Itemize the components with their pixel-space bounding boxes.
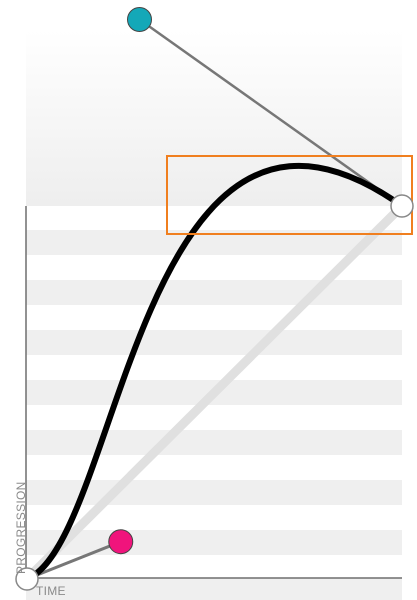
linear-reference-line xyxy=(22,201,407,584)
start-point-icon[interactable] xyxy=(15,567,39,591)
x-axis-label: TIME xyxy=(36,584,66,598)
timing-curve xyxy=(24,163,405,582)
y-axis-label: PROGRESSION xyxy=(14,481,28,574)
grid-stripe xyxy=(26,530,402,555)
end-point-icon[interactable] xyxy=(390,194,414,218)
p2-handle-icon[interactable] xyxy=(127,7,152,32)
overflow-area xyxy=(26,30,402,206)
grid-stripes xyxy=(26,230,402,555)
grid-stripe xyxy=(26,280,402,305)
bottom-stripe xyxy=(26,578,402,600)
p1-handle-line xyxy=(26,540,122,581)
p1-handle-icon[interactable] xyxy=(108,529,134,555)
p2-handle-line xyxy=(138,18,403,208)
grid-stripe xyxy=(26,330,402,355)
grid-stripe xyxy=(26,430,402,455)
highlight-box xyxy=(166,155,413,235)
